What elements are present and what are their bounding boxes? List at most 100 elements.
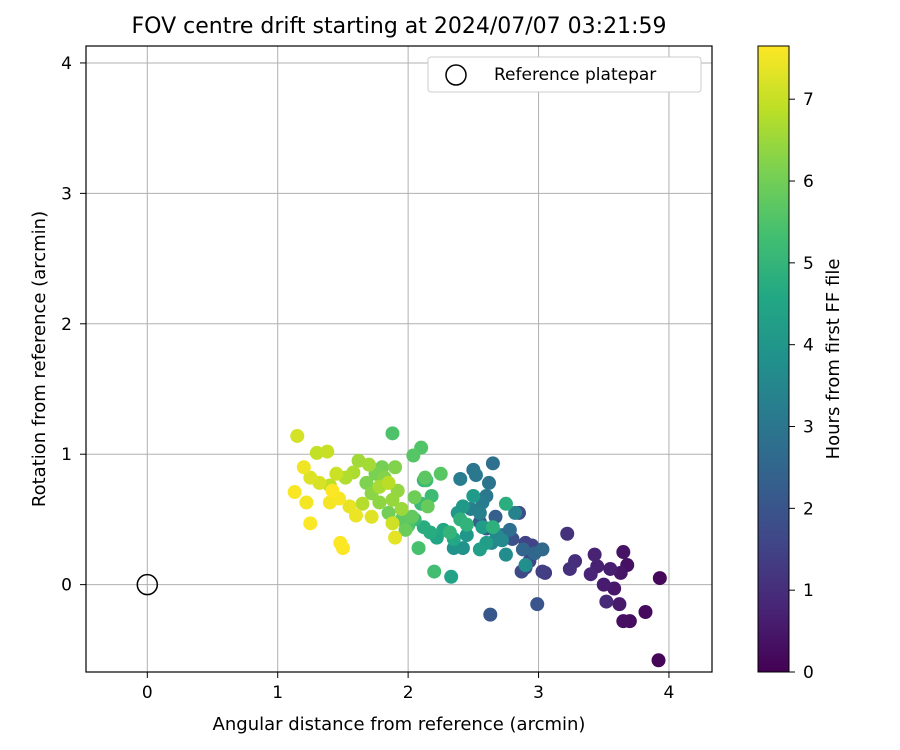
colorbar-tick-label: 0 — [803, 663, 814, 683]
legend-box — [427, 56, 702, 93]
colorbar-tick-label: 3 — [803, 418, 814, 438]
data-point — [560, 526, 575, 541]
data-point — [362, 457, 377, 472]
data-point — [485, 456, 500, 471]
data-point — [616, 545, 631, 560]
data-point — [385, 516, 400, 531]
data-point — [329, 466, 344, 481]
data-point — [355, 496, 370, 511]
data-point — [498, 496, 513, 511]
colorbar-tick-label: 7 — [803, 90, 814, 110]
y-tick-label: 3 — [61, 184, 72, 204]
data-point — [455, 499, 470, 514]
data-point — [394, 501, 409, 516]
data-point — [359, 475, 374, 490]
data-point — [381, 475, 396, 490]
data-point — [309, 445, 324, 460]
colorbar-tick-label: 1 — [803, 581, 814, 601]
legend: Reference platepar — [427, 56, 702, 93]
data-point — [407, 490, 422, 505]
data-point — [583, 567, 598, 582]
x-tick-label: 1 — [272, 683, 283, 703]
y-tick-label: 1 — [61, 445, 72, 465]
data-point — [472, 542, 487, 557]
data-point — [320, 444, 335, 459]
data-point — [406, 448, 421, 463]
data-point — [385, 492, 400, 507]
data-point — [364, 509, 379, 524]
data-point — [535, 564, 550, 579]
x-tick-label: 2 — [403, 683, 414, 703]
legend-entry-label: Reference platepar — [494, 65, 656, 85]
data-point — [508, 505, 523, 520]
data-point — [348, 508, 363, 523]
data-point — [418, 470, 433, 485]
data-point — [612, 597, 627, 612]
data-point — [596, 577, 611, 592]
colorbar-tick-label: 6 — [803, 172, 814, 192]
y-tick-label: 0 — [61, 576, 72, 596]
data-point — [388, 530, 403, 545]
x-tick-label: 3 — [533, 683, 544, 703]
data-point — [483, 607, 498, 622]
data-point — [472, 505, 487, 520]
data-point — [535, 542, 550, 557]
data-point — [485, 520, 500, 535]
data-point — [405, 509, 420, 524]
legend-reference-marker — [445, 64, 467, 86]
x-tick-label: 0 — [142, 683, 153, 703]
y-tick-label: 2 — [61, 315, 72, 335]
data-point — [299, 495, 314, 510]
data-point — [652, 571, 667, 586]
reference-marker — [136, 573, 159, 596]
y-tick-label: 4 — [61, 54, 72, 74]
data-point — [427, 564, 442, 579]
data-point — [416, 520, 431, 535]
data-point — [587, 547, 602, 562]
data-point — [468, 468, 483, 483]
data-points — [287, 426, 667, 668]
x-tick-label: 4 — [664, 683, 675, 703]
data-point — [303, 516, 318, 531]
data-point — [290, 428, 305, 443]
colorbar-ticks: 0 1 2 3 4 5 6 7 — [789, 90, 814, 683]
data-point — [385, 426, 400, 441]
data-point — [287, 485, 302, 500]
data-point — [303, 470, 318, 485]
data-point — [651, 653, 666, 668]
data-point — [388, 460, 403, 475]
colorbar-tick-label: 5 — [803, 254, 814, 274]
plot-frame — [85, 45, 713, 673]
data-point — [325, 483, 340, 498]
data-point — [638, 605, 653, 620]
data-point — [335, 541, 350, 556]
data-point — [459, 528, 474, 543]
y-axis-label: Rotation from reference (arcmin) — [29, 211, 50, 507]
data-point — [599, 594, 614, 609]
data-point — [296, 460, 311, 475]
chart-title: FOV centre drift starting at 2024/07/07 … — [132, 14, 667, 39]
data-point — [481, 475, 496, 490]
data-point — [475, 520, 490, 535]
data-point — [498, 547, 513, 562]
data-point — [515, 542, 530, 557]
data-point — [466, 488, 481, 503]
colorbar-tick-label: 2 — [803, 499, 814, 519]
data-point — [442, 525, 457, 540]
data-point — [562, 561, 577, 576]
x-axis-label: Angular distance from reference (arcmin) — [213, 714, 586, 735]
data-point — [372, 495, 387, 510]
data-point — [459, 517, 474, 532]
data-point — [518, 558, 533, 573]
data-point — [453, 471, 468, 486]
data-point — [420, 499, 435, 514]
data-point — [455, 541, 470, 556]
data-point — [616, 614, 631, 629]
data-point — [530, 597, 545, 612]
data-point — [411, 541, 426, 556]
data-point — [398, 522, 413, 537]
data-point — [603, 561, 618, 576]
data-point — [495, 533, 510, 548]
colorbar-label: Hours from first FF file — [823, 259, 844, 460]
